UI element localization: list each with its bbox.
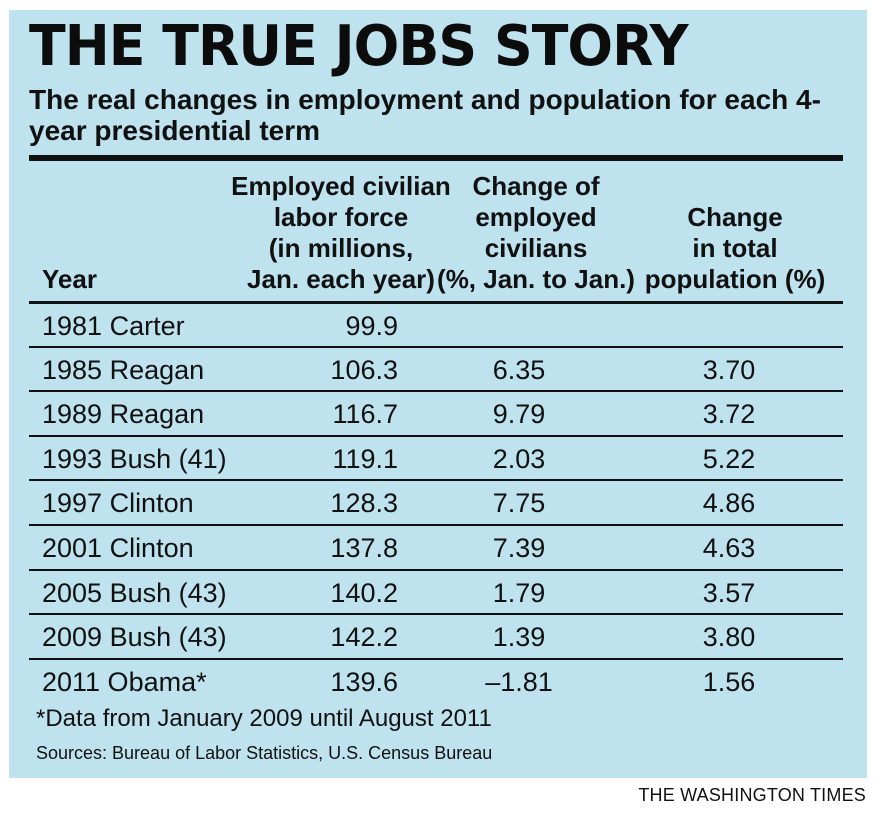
cell-labor-force: 128.3 xyxy=(330,488,398,519)
column-header-change-employed: Change of employed civilians (%, Jan. to… xyxy=(426,171,646,295)
table-row: 2005 Bush (43) 140.2 1.79 3.57 xyxy=(29,568,843,614)
cell-year: 1989 Reagan xyxy=(42,399,205,430)
cell-population-change: 4.86 xyxy=(702,488,756,519)
column-header-line: population (%) xyxy=(644,264,826,294)
table-row: 1997 Clinton 128.3 7.75 4.86 xyxy=(29,479,843,524)
cell-labor-force: 106.3 xyxy=(330,354,398,385)
cell-population-change: 1.56 xyxy=(702,666,756,697)
cell-labor-force: 142.2 xyxy=(330,622,398,653)
table-row: 2009 Bush (43) 142.2 1.39 3.80 xyxy=(29,613,843,658)
cell-labor-force: 99.9 xyxy=(345,311,398,341)
cell-change-employed: 7.75 xyxy=(492,488,546,519)
column-header-year: Year xyxy=(42,264,97,295)
cell-population-change: 3.80 xyxy=(702,622,756,653)
cell-labor-force: 116.7 xyxy=(332,399,398,430)
column-header-line: Year xyxy=(42,264,97,294)
cell-year: 1985 Reagan xyxy=(42,354,205,385)
publisher-credit: THE WASHINGTON TIMES xyxy=(638,785,866,805)
column-header-line: Change of xyxy=(472,171,600,201)
column-header-line: Change xyxy=(687,202,783,232)
cell-population-change: 3.57 xyxy=(702,577,756,608)
cell-year: 1993 Bush (41) xyxy=(42,443,227,474)
table-row: 1989 Reagan 116.7 9.79 3.72 xyxy=(29,390,843,435)
column-header-line: Employed civilian xyxy=(231,171,451,201)
cell-labor-force: 139.6 xyxy=(330,666,398,697)
cell-population-change: 4.63 xyxy=(702,532,756,563)
cell-year: 1997 Clinton xyxy=(42,488,194,519)
cell-population-change: 3.72 xyxy=(702,399,756,430)
column-header-line: labor force xyxy=(273,202,409,232)
sources-note: Sources: Bureau of Labor Statistics, U.S… xyxy=(36,743,493,763)
cell-labor-force: 119.1 xyxy=(332,443,398,474)
graphic-panel xyxy=(9,10,867,778)
column-header-line: employed xyxy=(475,202,597,232)
cell-year: 2001 Clinton xyxy=(42,532,194,563)
cell-labor-force: 137.8 xyxy=(330,532,398,563)
cell-change-employed: 9.79 xyxy=(492,399,546,430)
cell-labor-force: 140.2 xyxy=(330,577,398,608)
cell-year: 2005 Bush (43) xyxy=(42,577,227,608)
cell-change-employed: 1.79 xyxy=(492,577,546,608)
table-row: 1993 Bush (41) 119.1 2.03 5.22 xyxy=(29,434,843,480)
table-body: 1981 Carter 99.9 1985 Reagan 106.3 6.35 … xyxy=(29,301,843,702)
column-header-population: Change in total population (%) xyxy=(625,202,845,295)
footnote: *Data from January 2009 until August 201… xyxy=(36,705,492,732)
table-row: 2011 Obama* 139.6 –1.81 1.56 xyxy=(29,657,843,703)
column-header-line: in total xyxy=(692,233,778,263)
cell-change-employed: –1.81 xyxy=(485,666,553,697)
column-header-line: Jan. each year) xyxy=(247,264,435,294)
cell-change-employed: 2.03 xyxy=(492,443,546,474)
table-row: 2001 Clinton 137.8 7.39 4.63 xyxy=(29,523,843,569)
cell-change-employed: 6.35 xyxy=(492,354,546,385)
column-header-labor-force: Employed civilian labor force (in millio… xyxy=(231,171,451,295)
cell-population-change: 5.22 xyxy=(702,443,756,474)
chart-subtitle: The real changes in employment and popul… xyxy=(29,84,821,146)
cell-year: 2009 Bush (43) xyxy=(42,622,227,653)
cell-year: 2011 Obama* xyxy=(42,666,207,697)
cell-change-employed: 7.39 xyxy=(492,532,546,563)
chart-title: THE TRUE JOBS STORY xyxy=(29,14,689,79)
column-header-line: civilians xyxy=(484,233,588,263)
table-row: 1985 Reagan 106.3 6.35 3.70 xyxy=(29,345,843,391)
table-row: 1981 Carter 99.9 xyxy=(29,301,843,346)
cell-year: 1981 Carter xyxy=(42,311,185,341)
cell-change-employed: 1.39 xyxy=(492,622,546,653)
header-rule xyxy=(29,155,843,161)
column-header-line: (%, Jan. to Jan.) xyxy=(437,264,635,294)
cell-population-change: 3.70 xyxy=(702,354,756,385)
column-header-line: (in millions, xyxy=(268,233,414,263)
